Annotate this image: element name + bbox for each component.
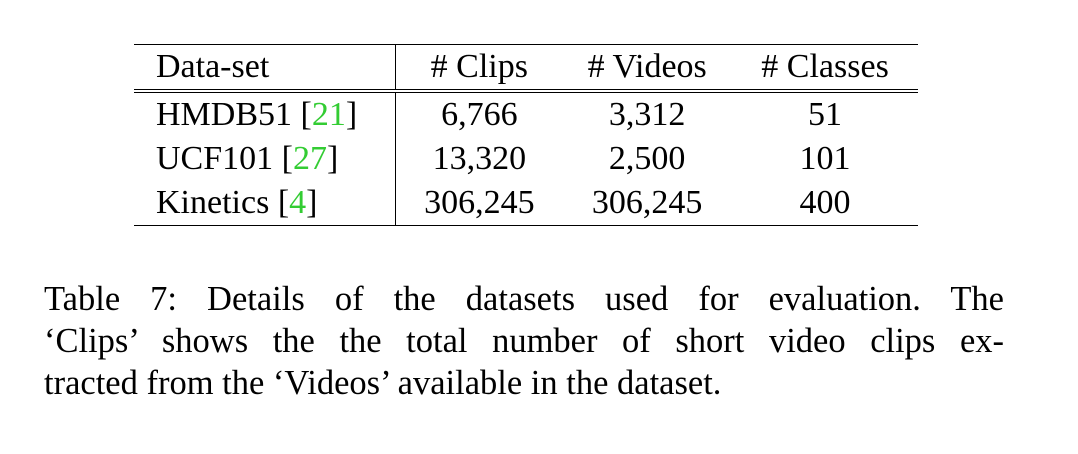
header-videos: # Videos [562, 44, 733, 93]
header-dataset: Data-set [134, 44, 397, 93]
table-row: Kinetics [4] 306,245 306,245 400 [134, 181, 918, 226]
header-clips: # Clips [395, 44, 563, 93]
citation-link[interactable]: 27 [292, 140, 327, 177]
dataset-name-cell: UCF101 [27] [134, 137, 397, 181]
caption-line: tracted from the ‘Videos’ available in t… [44, 364, 722, 402]
citation-link[interactable]: 4 [289, 184, 307, 221]
caption-line: ‘Clips’ shows the the total number of sh… [44, 322, 1004, 360]
classes-cell: 51 [808, 96, 843, 133]
table-row: UCF101 [27] 13,320 2,500 101 [134, 137, 918, 181]
table-row: HMDB51 [21] 6,766 3,312 51 [134, 91, 918, 137]
citation-link[interactable]: 21 [311, 96, 346, 133]
caption-line: Table 7: Details of the datasets used fo… [44, 280, 1004, 318]
table-header-row: Data-set # Clips # Videos # Classes [134, 44, 918, 93]
dataset-name: HMDB51 [156, 96, 293, 133]
videos-cell: 306,245 [562, 181, 733, 226]
dataset-name: UCF101 [156, 140, 274, 177]
dataset-name-cell: Kinetics [4] [134, 181, 397, 226]
classes-cell: 400 [732, 181, 918, 226]
videos-cell: 3,312 [608, 96, 686, 133]
datasets-table: Data-set # Clips # Videos # Classes HMDB… [134, 44, 918, 226]
classes-cell: 101 [799, 140, 851, 177]
dataset-name-cell: HMDB51 [21] [134, 91, 397, 137]
clips-cell: 13,320 [432, 140, 527, 177]
dataset-name: Kinetics [156, 184, 270, 221]
clips-cell: 306,245 [395, 181, 563, 226]
videos-cell: 2,500 [608, 140, 686, 177]
table-caption: Table 7: Details of the datasets used fo… [44, 278, 1004, 404]
header-classes: # Classes [732, 44, 918, 93]
clips-cell: 6,766 [441, 96, 518, 133]
datasets-table-container: Data-set # Clips # Videos # Classes HMDB… [134, 44, 918, 226]
